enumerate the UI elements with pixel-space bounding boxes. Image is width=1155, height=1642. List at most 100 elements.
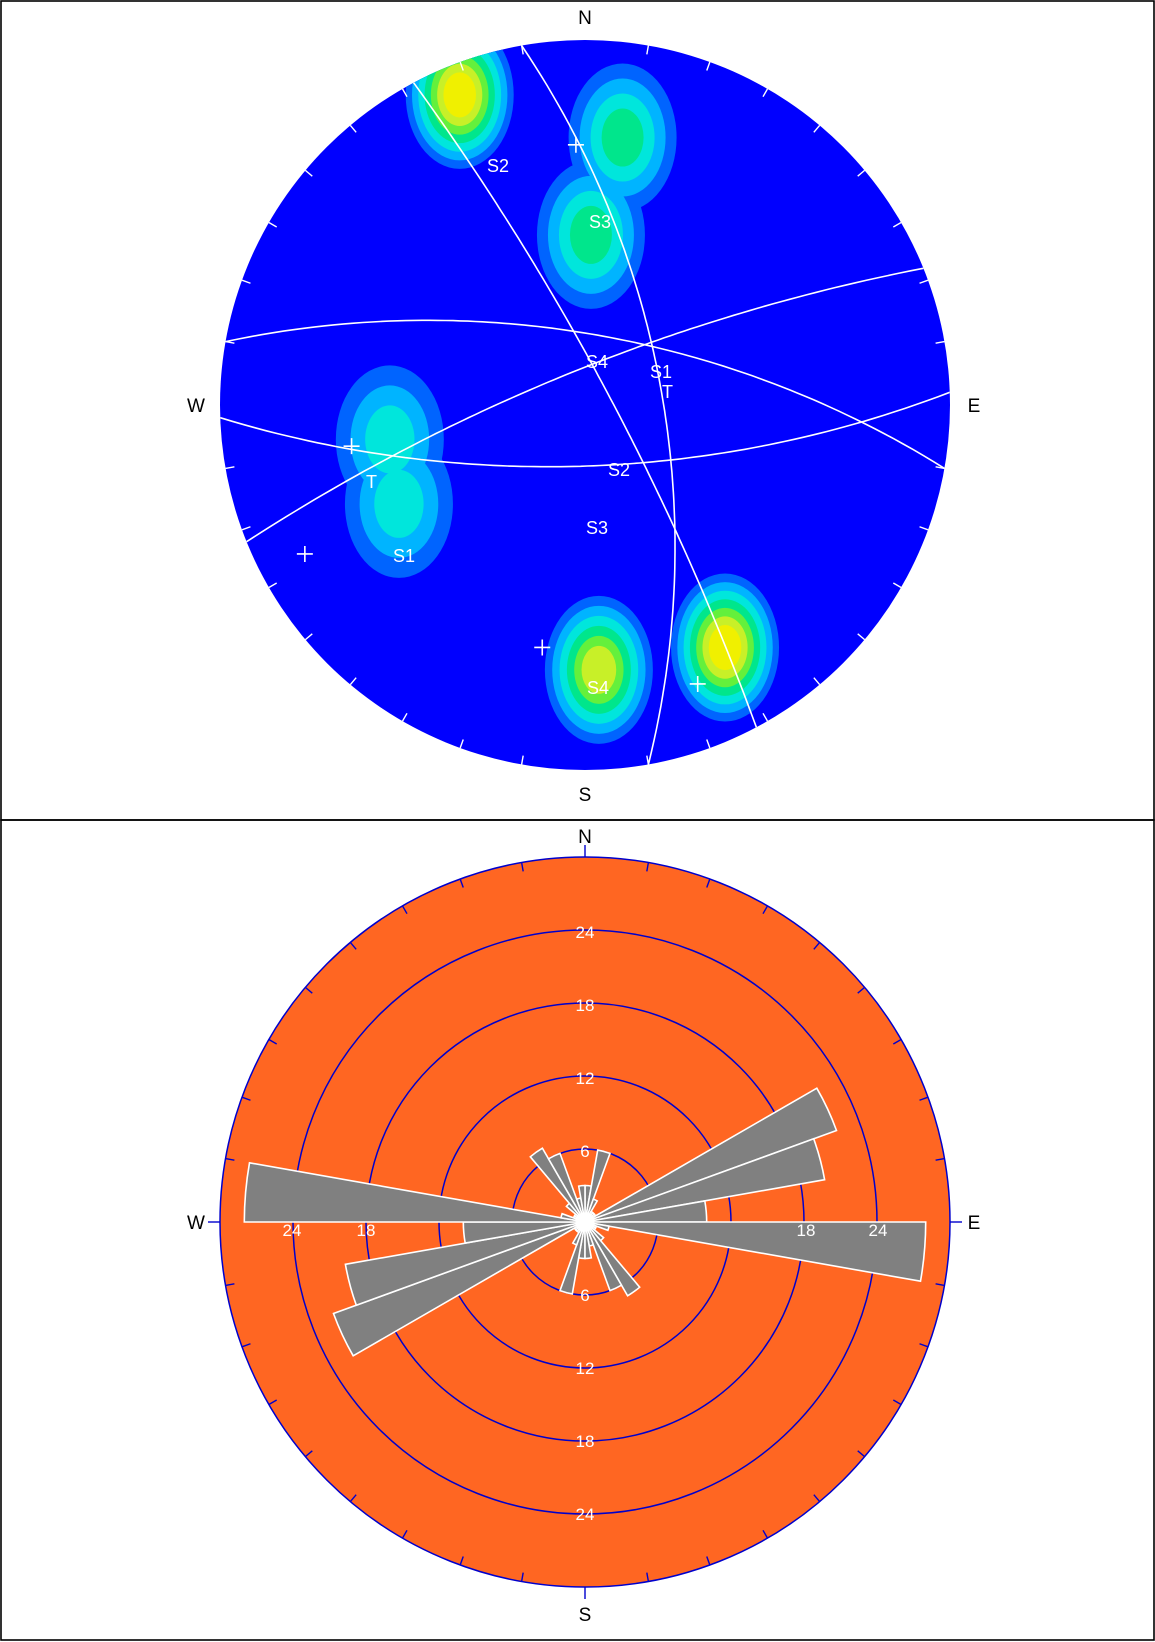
pole-marker-t xyxy=(343,438,360,455)
great-circle-t xyxy=(520,45,676,765)
pole-label-s4: S4 xyxy=(587,678,609,698)
plane-label-t: T xyxy=(662,382,673,402)
rose-petal xyxy=(332,1221,586,1357)
density-contours xyxy=(335,40,780,744)
azimuth-tick xyxy=(762,905,769,915)
ring-label-south-24: 24 xyxy=(576,1505,595,1524)
azimuth-tick xyxy=(919,279,929,284)
azimuth-tick xyxy=(646,755,650,765)
ring-label-north-12: 12 xyxy=(576,1069,595,1088)
azimuth-tick xyxy=(241,279,251,284)
pole-marker-s2 xyxy=(689,675,706,692)
stereonet-north-label: N xyxy=(578,8,592,29)
azimuth-tick xyxy=(646,862,650,872)
azimuth-tick xyxy=(225,340,235,344)
great-circle-s2 xyxy=(246,267,924,543)
azimuth-tick xyxy=(459,1556,464,1566)
azimuth-tick xyxy=(520,862,524,872)
azimuth-tick xyxy=(304,169,313,177)
density-contour xyxy=(601,108,644,167)
azimuth-tick xyxy=(304,633,313,641)
plane-label-s4: S4 xyxy=(586,352,608,372)
azimuth-tick xyxy=(935,1283,945,1287)
rose-petal xyxy=(584,1221,623,1292)
azimuth-tick xyxy=(813,124,821,133)
azimuth-tick xyxy=(762,1529,769,1539)
density-contour xyxy=(365,405,415,474)
azimuth-tick xyxy=(935,340,945,344)
azimuth-tick xyxy=(892,1038,902,1045)
great-circle-s1 xyxy=(412,82,758,728)
azimuth-tick xyxy=(459,739,464,749)
azimuth-tick xyxy=(857,986,866,994)
azimuth-tick xyxy=(857,169,866,177)
azimuth-tick xyxy=(706,1556,711,1566)
azimuth-tick xyxy=(304,1450,313,1458)
azimuth-tick xyxy=(706,878,711,888)
rose-petal xyxy=(344,1221,586,1307)
rose-petal xyxy=(243,1161,586,1223)
azimuth-tick xyxy=(401,905,408,915)
rose-petal xyxy=(584,1087,838,1223)
azimuth-tick xyxy=(646,45,650,55)
stereonet-background xyxy=(220,40,950,770)
azimuth-tick xyxy=(935,466,945,470)
azimuth-tick xyxy=(919,1343,929,1348)
stereonet-chart: N S W E S4 S1 T S2 S3 S2 S3 T S1 S4 xyxy=(187,8,980,806)
plane-label-s2: S2 xyxy=(608,460,630,480)
rose-petal xyxy=(584,1221,927,1283)
plane-label-s3: S3 xyxy=(586,518,608,538)
azimuth-tick xyxy=(349,124,357,133)
azimuth-tick xyxy=(813,1494,821,1503)
pole-marker-s4 xyxy=(567,136,584,153)
density-contour xyxy=(374,469,424,538)
azimuth-tick xyxy=(241,526,251,531)
pole-label-s1: S1 xyxy=(393,546,415,566)
rose-petal xyxy=(584,1137,826,1223)
pole-label-s2: S2 xyxy=(487,156,509,176)
rose-east-label: E xyxy=(968,1213,981,1234)
ring-label-south-12: 12 xyxy=(576,1359,595,1378)
pole-marker-s1 xyxy=(296,545,313,562)
great-circles xyxy=(220,45,950,765)
ring-label-north-18: 18 xyxy=(576,996,595,1015)
azimuth-tick xyxy=(349,677,357,686)
stereonet-west-label: W xyxy=(187,396,205,417)
azimuth-tick xyxy=(349,1494,357,1503)
plane-label-s1: S1 xyxy=(650,362,672,382)
azimuth-tick xyxy=(935,1157,945,1161)
ring-label-south-6: 6 xyxy=(580,1286,589,1305)
stereonet-east-label: E xyxy=(968,396,981,417)
pole-label-t: T xyxy=(366,472,377,492)
ring-label-east-18: 18 xyxy=(797,1221,816,1240)
azimuth-tick xyxy=(706,739,711,749)
stereonet-ticks xyxy=(208,28,962,782)
azimuth-tick xyxy=(268,221,278,228)
azimuth-tick xyxy=(401,1529,408,1539)
ring-label-north-24: 24 xyxy=(576,923,595,942)
rose-petal xyxy=(584,1221,641,1297)
azimuth-tick xyxy=(459,61,464,71)
density-contour xyxy=(581,645,617,694)
ring-label-east-24: 24 xyxy=(869,1221,888,1240)
ring-label-west-18: 18 xyxy=(357,1221,376,1240)
azimuth-tick xyxy=(813,941,821,950)
ring-label-west-24: 24 xyxy=(283,1221,302,1240)
rose-petal xyxy=(584,1221,593,1260)
rose-north-label: N xyxy=(578,827,592,848)
azimuth-tick xyxy=(304,986,313,994)
rose-ticks xyxy=(208,845,962,1599)
azimuth-tick xyxy=(762,712,769,722)
ring-label-north-6: 6 xyxy=(580,1142,589,1161)
azimuth-tick xyxy=(241,1096,251,1101)
azimuth-tick xyxy=(892,221,902,228)
density-contour xyxy=(569,205,612,264)
rose-petal xyxy=(577,1184,586,1223)
rose-petal xyxy=(547,1152,586,1223)
azimuth-tick xyxy=(813,677,821,686)
azimuth-tick xyxy=(857,1450,866,1458)
azimuth-tick xyxy=(919,526,929,531)
azimuth-tick xyxy=(520,1572,524,1582)
